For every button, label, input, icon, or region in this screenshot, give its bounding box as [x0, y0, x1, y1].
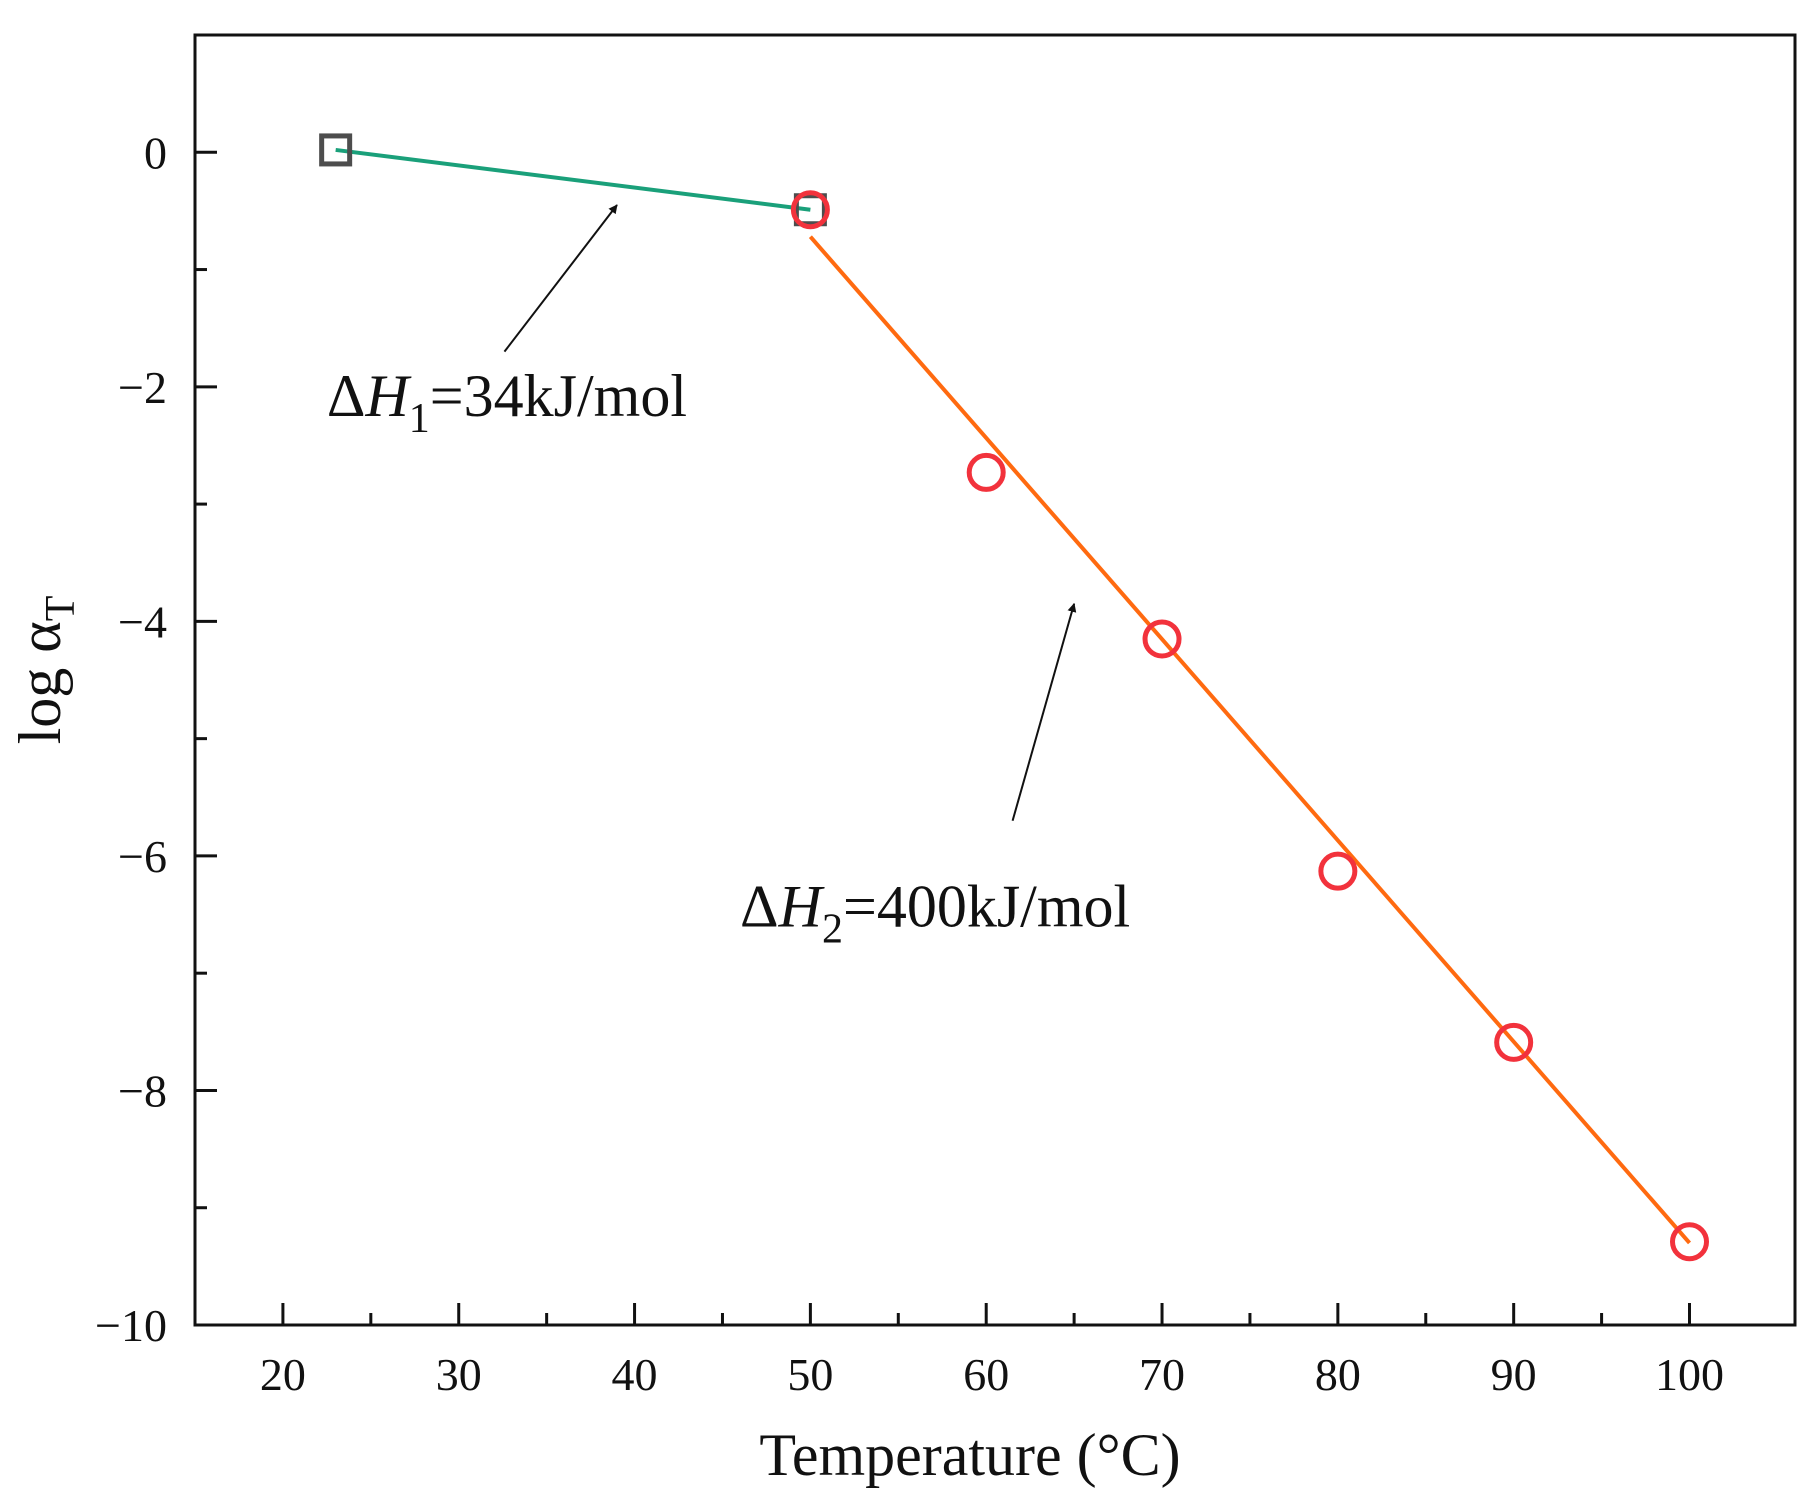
delta-h2-arrow — [1011, 602, 1077, 822]
x-tick-label-70: 70 — [1139, 1349, 1185, 1400]
circle-marker-100 — [1670, 1222, 1710, 1262]
square-marker-50 — [793, 193, 827, 227]
delta-h2-var: H — [778, 873, 826, 939]
y-axis-title-main: log α — [7, 621, 73, 744]
circle-marker-80 — [1318, 851, 1358, 891]
svg-text:log αT: log αT — [7, 596, 84, 745]
circle-marker-50 — [790, 190, 830, 230]
y-axis-title: log αT — [7, 596, 84, 745]
x-axis: 20 30 40 50 60 70 80 90 100 — [260, 1303, 1724, 1400]
y-axis: 0 −2 −4 −6 −8 −10 — [95, 33, 217, 1351]
y-tick-label--10: −10 — [95, 1300, 167, 1351]
delta-h1-sub: 1 — [409, 396, 430, 442]
delta-h1-var: H — [364, 363, 412, 429]
circle-marker-60 — [966, 452, 1006, 492]
x-tick-label-30: 30 — [436, 1349, 482, 1400]
square-marker-23 — [319, 133, 353, 167]
x-tick-label-80: 80 — [1315, 1349, 1361, 1400]
delta-h1-label: ΔH1=34kJ/mol — [327, 363, 687, 442]
delta-h2-prefix: Δ — [740, 873, 779, 939]
delta-h2-sub: 2 — [822, 906, 843, 952]
x-tick-label-40: 40 — [612, 1349, 658, 1400]
plot-frame — [193, 33, 1797, 1327]
data-markers — [319, 133, 1710, 1262]
y-tick-label--8: −8 — [118, 1065, 167, 1116]
circle-marker-70 — [1142, 619, 1182, 659]
x-tick-label-50: 50 — [787, 1349, 833, 1400]
y-tick-label--2: −2 — [118, 362, 167, 413]
delta-h1-prefix: Δ — [327, 363, 366, 429]
circle-marker-90 — [1494, 1022, 1534, 1062]
y-axis-title-sub: T — [38, 596, 84, 622]
y-tick-label-0: 0 — [144, 127, 167, 178]
delta-h1-rest: =34kJ/mol — [430, 363, 687, 429]
delta-h2-rest: =400kJ/mol — [843, 873, 1130, 939]
delta-h1-arrow — [503, 204, 618, 353]
fit-1-line — [335, 147, 811, 212]
fit-2-line — [808, 235, 1692, 1245]
x-axis-title: Temperature (°C) — [759, 1422, 1180, 1488]
plot-border — [193, 33, 1797, 1327]
x-tick-label-90: 90 — [1491, 1349, 1537, 1400]
x-tick-label-100: 100 — [1655, 1349, 1724, 1400]
y-tick-label--4: −4 — [118, 596, 167, 647]
y-tick-label--6: −6 — [118, 831, 167, 882]
x-tick-label-20: 20 — [260, 1349, 306, 1400]
fit-lines — [335, 147, 1692, 1245]
delta-h2-label: ΔH2=400kJ/mol — [740, 873, 1130, 952]
x-tick-label-60: 60 — [963, 1349, 1009, 1400]
